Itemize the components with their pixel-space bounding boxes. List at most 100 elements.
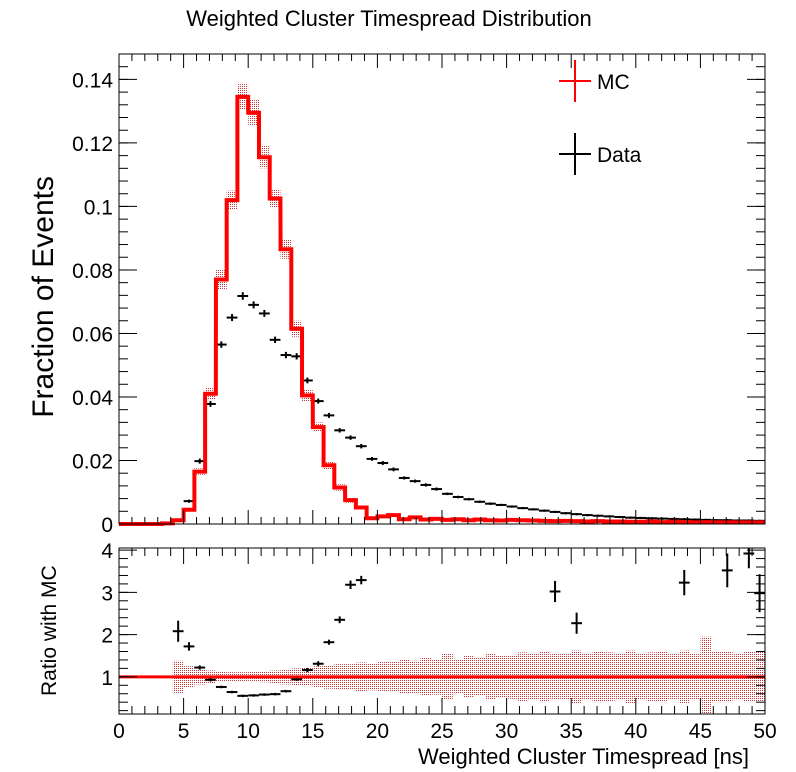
data-point xyxy=(528,508,539,511)
legend-label: MC xyxy=(597,71,630,94)
data-point xyxy=(538,509,550,512)
data-point xyxy=(237,292,249,300)
data-point xyxy=(377,461,389,465)
chart-title: Weighted Cluster Timespread Distribution xyxy=(186,6,592,31)
top-frame xyxy=(118,53,766,525)
ratio-point xyxy=(743,548,755,569)
ratio-y-tick-label: 4 xyxy=(101,540,113,563)
x-tick-label: 15 xyxy=(301,720,324,743)
mc-histogram xyxy=(119,94,765,526)
y-tick-label: 0.08 xyxy=(72,260,113,283)
data-point xyxy=(420,483,432,487)
data-point xyxy=(635,516,647,520)
ratio-point xyxy=(291,677,303,682)
data-point xyxy=(269,336,281,343)
ratio-point xyxy=(280,689,292,693)
data-point xyxy=(452,495,464,499)
data-point xyxy=(592,514,604,517)
legend-entry: MC xyxy=(559,60,630,102)
data-point xyxy=(668,517,679,521)
ratio-point xyxy=(226,690,238,694)
ratio-point xyxy=(194,665,206,670)
data-point xyxy=(345,435,356,440)
data-point xyxy=(517,507,529,510)
y-tick-label: 0.1 xyxy=(84,196,113,219)
data-point xyxy=(614,515,626,519)
ratio-point xyxy=(237,694,249,698)
data-point xyxy=(689,518,701,521)
data-point xyxy=(624,516,636,519)
top-panel: 0 0.02 0.04 0.06 0.08 0.1 0.12 0.14 Fraction of… xyxy=(27,53,766,537)
data-point xyxy=(258,309,270,317)
ratio-point xyxy=(172,620,184,642)
ratio-point xyxy=(355,575,367,585)
top-axes: 0 0.02 0.04 0.06 0.08 0.1 0.12 0.14 xyxy=(72,54,766,537)
ratio-point xyxy=(258,693,270,696)
ratio-point xyxy=(183,642,195,651)
ratio-point xyxy=(301,667,313,673)
x-tick-label: 50 xyxy=(753,720,776,743)
y-tick-label: 0.04 xyxy=(72,387,113,410)
ratio-y-axis-label: Ratio with MC xyxy=(38,565,61,696)
data-point xyxy=(398,476,410,480)
ratio-point xyxy=(248,694,260,697)
y-tick-label: 0 xyxy=(101,514,113,537)
ratio-y-tick-label: 3 xyxy=(101,582,113,605)
ratio-point xyxy=(678,569,690,596)
data-point xyxy=(409,479,421,483)
ratio-frame xyxy=(118,547,766,715)
ratio-y-tick-label: 2 xyxy=(101,625,113,648)
x-axis-label: Weighted Cluster Timespread [ns] xyxy=(418,744,749,769)
data-point xyxy=(474,500,486,504)
data-point xyxy=(463,497,475,501)
ratio-point xyxy=(345,580,356,589)
legend-entry: Data xyxy=(559,133,642,175)
ratio-y-tick-label: 1 xyxy=(101,667,113,690)
ratio-point xyxy=(312,661,324,667)
ratio-point xyxy=(721,553,733,588)
ratio-point xyxy=(205,678,216,682)
x-tick-label: 35 xyxy=(560,720,583,743)
data-point xyxy=(442,492,453,496)
data-point xyxy=(334,428,346,433)
y-axis-label: Fraction of Events xyxy=(27,176,60,418)
data-point xyxy=(560,512,572,515)
data-point xyxy=(549,510,561,514)
data-point xyxy=(280,351,292,359)
data-point xyxy=(431,487,442,491)
data-point xyxy=(495,503,507,507)
ratio-points xyxy=(172,548,765,698)
x-tick-label: 40 xyxy=(624,720,647,743)
data-points xyxy=(162,292,765,525)
y-tick-label: 0.06 xyxy=(72,323,113,346)
data-point xyxy=(603,515,615,518)
data-point xyxy=(226,314,238,322)
data-point xyxy=(323,412,335,418)
x-tick-label: 0 xyxy=(113,720,125,743)
ratio-point xyxy=(549,580,561,603)
ratio-point xyxy=(334,616,346,624)
data-point xyxy=(646,517,658,520)
ratio-point xyxy=(571,612,583,634)
ratio-point xyxy=(754,574,765,613)
data-point xyxy=(506,505,518,508)
x-tick-label: 45 xyxy=(689,720,712,743)
data-point xyxy=(355,443,367,449)
x-tick-label: 5 xyxy=(178,720,190,743)
x-tick-label: 10 xyxy=(237,720,260,743)
ratio-point xyxy=(269,692,281,696)
x-tick-label: 20 xyxy=(366,720,389,743)
y-tick-label: 0.12 xyxy=(72,133,113,156)
y-tick-label: 0.02 xyxy=(72,450,113,473)
x-tick-label: 25 xyxy=(430,720,453,743)
data-point xyxy=(657,517,669,520)
legend-label: Data xyxy=(597,144,642,167)
ratio-point xyxy=(323,639,335,645)
data-point xyxy=(248,301,260,309)
y-tick-label: 0.14 xyxy=(72,69,113,92)
data-point xyxy=(485,502,496,505)
legend: MC Data xyxy=(559,60,642,175)
